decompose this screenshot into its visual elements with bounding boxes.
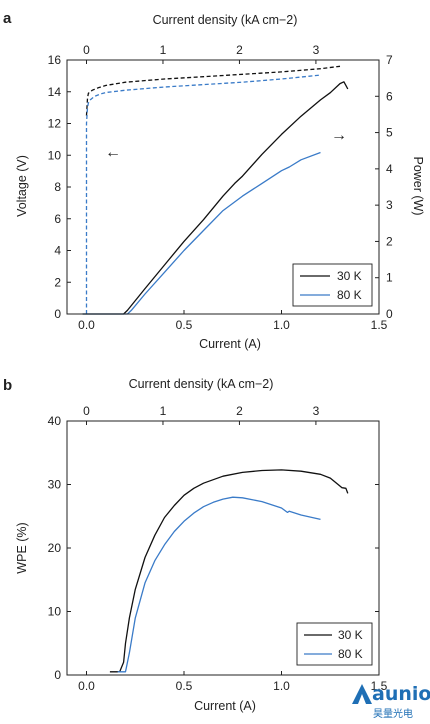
watermark-subtext: 昊量光电 bbox=[373, 707, 413, 720]
top-x-tick-label: 1 bbox=[160, 43, 167, 57]
y-tick-label: 2 bbox=[54, 275, 61, 289]
x-tick-label: 1.5 bbox=[371, 318, 388, 332]
logo-mark-icon bbox=[352, 684, 372, 704]
y2-tick-label: 1 bbox=[386, 271, 393, 285]
legend-label-30k: 30 K bbox=[338, 628, 363, 642]
y2-tick-label: 3 bbox=[386, 198, 393, 212]
series-line-80k-power bbox=[82, 151, 321, 315]
x-tick-label: 1.0 bbox=[273, 679, 290, 693]
x-tick-label: 1.5 bbox=[371, 679, 388, 693]
panel-a-legend: 30 K 80 K bbox=[292, 263, 373, 307]
y-tick-label: 4 bbox=[54, 244, 61, 258]
top-x-tick-label: 1 bbox=[160, 404, 167, 418]
series-line-80k bbox=[117, 496, 321, 673]
top-x-tick-label: 3 bbox=[313, 43, 320, 57]
y-tick-label: 6 bbox=[54, 212, 61, 226]
x-tick-label: 1.0 bbox=[273, 318, 290, 332]
panel-b-xlabel: Current (A) bbox=[194, 699, 256, 713]
y-tick-label: 0 bbox=[54, 668, 61, 682]
panel-a-top-xlabel: Current density (kA cm−2) bbox=[153, 13, 298, 27]
panel-a-frame bbox=[66, 59, 380, 315]
y-tick-label: 10 bbox=[48, 605, 62, 619]
y-tick-label: 12 bbox=[48, 117, 62, 131]
y-tick-label: 16 bbox=[48, 53, 62, 67]
right-arrow-annotation: → bbox=[331, 127, 347, 144]
panel-a-legend-box bbox=[292, 263, 373, 307]
panel-a-xlabel: Current (A) bbox=[199, 337, 261, 351]
x-tick-label: 0.5 bbox=[176, 318, 193, 332]
panel-b: b Current density (kA cm−2) Current (A) … bbox=[3, 377, 388, 713]
x-tick-label: 0.5 bbox=[176, 679, 193, 693]
left-arrow-annotation: ← bbox=[105, 144, 121, 161]
series-line-30k bbox=[109, 469, 349, 673]
legend-label-80k: 80 K bbox=[338, 647, 363, 661]
y2-tick-label: 6 bbox=[386, 89, 393, 103]
panel-b-plot-area bbox=[109, 469, 349, 673]
y-tick-label: 0 bbox=[54, 307, 61, 321]
y-tick-label: 40 bbox=[48, 414, 62, 428]
legend-label-80k: 80 K bbox=[337, 288, 362, 302]
top-x-tick-label: 2 bbox=[236, 404, 243, 418]
y2-tick-label: 2 bbox=[386, 234, 393, 248]
watermark-logo: aunion 昊量光电 bbox=[352, 683, 430, 720]
top-x-tick-label: 2 bbox=[236, 43, 243, 57]
y-tick-label: 20 bbox=[48, 541, 62, 555]
y2-tick-label: 5 bbox=[386, 126, 393, 140]
top-x-tick-label: 0 bbox=[83, 43, 90, 57]
top-x-tick-label: 3 bbox=[313, 404, 320, 418]
legend-label-30k: 30 K bbox=[337, 269, 362, 283]
series-line-30k-voltage bbox=[85, 65, 341, 116]
y2-tick-label: 0 bbox=[386, 307, 393, 321]
panel-b-frame bbox=[66, 420, 380, 676]
panel-a-plot-area bbox=[82, 65, 349, 315]
series-line-80k-voltage bbox=[85, 74, 321, 314]
panel-b-letter: b bbox=[3, 377, 12, 394]
y-tick-label: 14 bbox=[48, 85, 62, 99]
y2-tick-label: 4 bbox=[386, 162, 393, 176]
x-tick-label: 0.0 bbox=[78, 679, 95, 693]
panel-b-legend-box bbox=[296, 622, 373, 666]
top-x-tick-label: 0 bbox=[83, 404, 90, 418]
x-tick-label: 0.0 bbox=[78, 318, 95, 332]
y-tick-label: 10 bbox=[48, 148, 62, 162]
y-tick-label: 30 bbox=[48, 478, 62, 492]
y-tick-label: 8 bbox=[54, 180, 61, 194]
series-line-30k-power bbox=[82, 81, 349, 315]
panel-a-y2label: Power (W) bbox=[411, 156, 425, 215]
panel-a: a Current density (kA cm−2) Current (A) … bbox=[3, 10, 425, 351]
panel-b-ylabel: WPE (%) bbox=[15, 522, 29, 573]
panel-a-letter: a bbox=[3, 10, 12, 27]
y2-tick-label: 7 bbox=[386, 53, 393, 67]
watermark-text: aunion bbox=[372, 683, 430, 705]
panel-b-legend: 30 K 80 K bbox=[296, 622, 373, 666]
panel-a-ylabel: Voltage (V) bbox=[15, 155, 29, 217]
panel-b-top-xlabel: Current density (kA cm−2) bbox=[129, 377, 274, 391]
